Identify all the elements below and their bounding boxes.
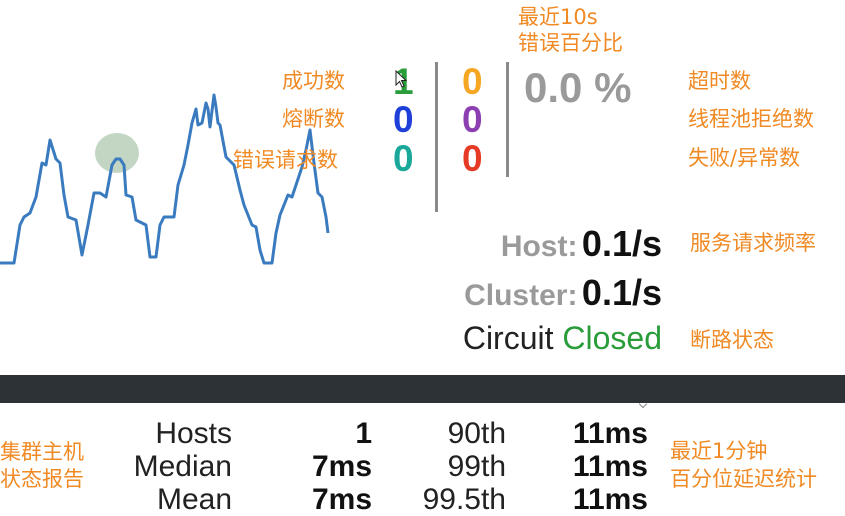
- circuit-state: Closed: [562, 320, 662, 356]
- circuit-label: Circuit: [462, 320, 554, 356]
- traffic-line: [0, 93, 330, 265]
- latency-value: 1: [355, 417, 372, 450]
- cluster-rate-label: Cluster:: [464, 279, 578, 312]
- latency-pct-label: 99th: [447, 450, 506, 483]
- error-percentage: 0.0 %: [524, 64, 631, 112]
- latency-value: 7ms: [311, 483, 372, 516]
- cursor-icon: [395, 70, 407, 88]
- rate-annotation: 服务请求频率: [690, 231, 816, 255]
- success-count: 1: [393, 61, 414, 102]
- annotation-line: 最近10s: [518, 5, 598, 29]
- error-percentage-unit: %: [594, 64, 632, 111]
- timeout-annotation: 超时数: [688, 69, 751, 93]
- annotation-line: 百分位延迟统计: [670, 467, 817, 491]
- annotation-line: 最近1分钟: [670, 439, 768, 463]
- circuit-annotation: 断路状态: [690, 328, 774, 352]
- latency-pct-label: 99.5th: [422, 483, 506, 516]
- latency-label: Hosts: [155, 417, 232, 450]
- bad-request-annotation: 错误请求数: [233, 148, 338, 172]
- latency-value: 7ms: [311, 450, 372, 483]
- health-circle: [95, 133, 139, 173]
- threadpool-rejected-annotation: 线程池拒绝数: [688, 107, 814, 131]
- latency-label: Mean: [156, 483, 232, 516]
- hosts-annotation: 集群主机 状态报告: [0, 439, 84, 493]
- timeout-count: 0: [462, 61, 483, 102]
- host-rate-label: Host:: [500, 230, 578, 263]
- annotation-line: 错误百分比: [518, 31, 623, 55]
- latency-annotation: 最近1分钟 百分位延迟统计: [670, 437, 817, 493]
- latency-pct-label: 90th: [447, 417, 506, 450]
- latency-pct-value: 11ms: [572, 450, 648, 483]
- short-circuited-annotation: 熔断数: [282, 107, 345, 131]
- latency-pct-value: 11ms: [572, 417, 648, 450]
- host-rate-value: 0.1/s: [581, 223, 662, 264]
- error-percentage-annotation: 最近10s 错误百分比: [518, 4, 623, 56]
- traffic-sparkline: [0, 93, 330, 265]
- latency-pct-value: 11ms: [572, 483, 648, 516]
- latency-label: Median: [133, 450, 232, 483]
- circuit-status: Circuit Closed: [400, 320, 662, 357]
- annotation-line: 状态报告: [0, 467, 84, 491]
- cluster-rate-value: 0.1/s: [581, 272, 662, 313]
- cluster-rate: Cluster: 0.1/s: [380, 272, 662, 314]
- success-annotation: 成功数: [282, 69, 345, 93]
- error-percentage-value: 0.0: [524, 64, 583, 111]
- divider-right: [506, 62, 509, 177]
- failure-annotation: 失败/异常数: [688, 146, 801, 170]
- threadpool-rejected-count: 0: [462, 99, 483, 140]
- bad-request-count: 0: [393, 138, 414, 179]
- failure-count: 0: [462, 138, 483, 179]
- latency-row: Median 7ms 99th 11ms: [100, 450, 650, 483]
- host-rate: Host: 0.1/s: [400, 223, 662, 265]
- annotation-line: 集群主机: [0, 440, 84, 464]
- separator-bar: [0, 375, 845, 403]
- short-circuited-count: 0: [393, 99, 414, 140]
- divider-left: [435, 62, 438, 212]
- latency-row: Mean 7ms 99.5th 11ms: [100, 483, 650, 516]
- latency-row: Hosts 1 90th 11ms: [100, 417, 650, 450]
